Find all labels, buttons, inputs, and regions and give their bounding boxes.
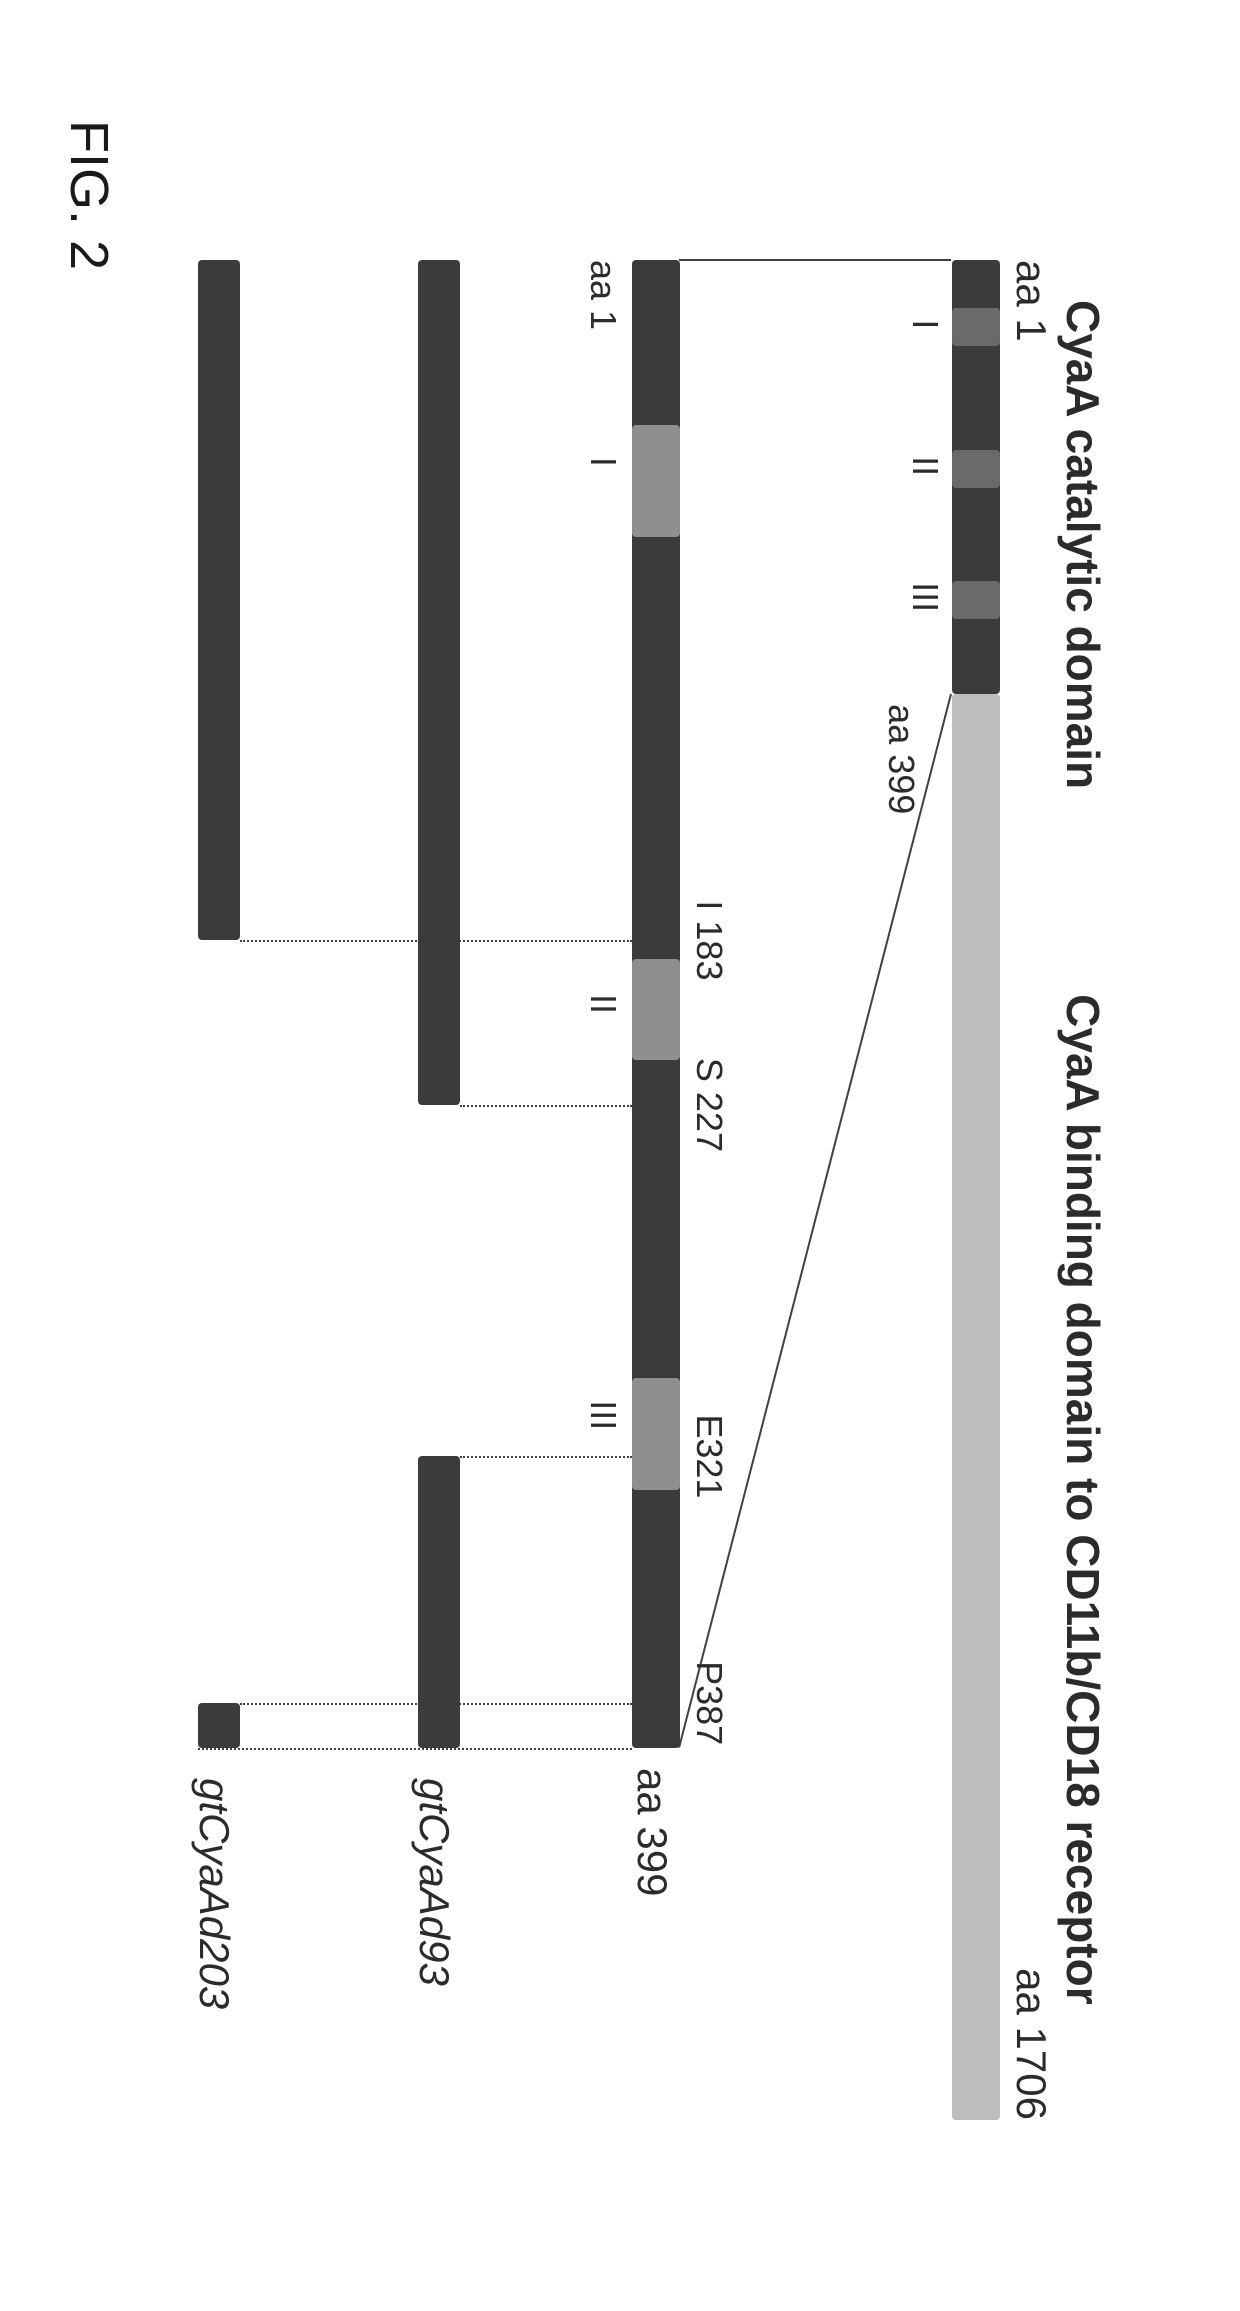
title-catalytic: CyaA catalytic domain bbox=[1056, 300, 1110, 789]
label-aa399-upper: aa 399 bbox=[880, 704, 922, 814]
label-aa1706: aa 1706 bbox=[1007, 1968, 1055, 2120]
construct-gtCyaAd93-seg bbox=[418, 1456, 460, 1748]
top-binding-domain bbox=[952, 694, 1000, 2120]
zoom-line bbox=[678, 694, 952, 1748]
label-aa1-row2: aa 1 bbox=[582, 260, 624, 330]
construct-gtCyaAd203-seg bbox=[198, 260, 240, 940]
bar-segment bbox=[632, 425, 680, 537]
res-S227: S 227 bbox=[688, 1058, 730, 1152]
construct-label-gtCyaAd93: gtCyaAd93 bbox=[410, 1778, 458, 1986]
bar-segment bbox=[952, 581, 1000, 619]
bar-segment bbox=[952, 308, 1000, 346]
label-aa399-row2: aa 399 bbox=[628, 1768, 676, 1896]
zoom-line bbox=[679, 259, 951, 261]
figure-label: FIG. 2 bbox=[58, 120, 120, 270]
bar-segment bbox=[952, 450, 1000, 488]
guide-line bbox=[460, 1105, 632, 1107]
res-P387: P387 bbox=[688, 1661, 730, 1745]
construct-gtCyaAd203-seg bbox=[198, 1703, 240, 1748]
bar-segment bbox=[632, 1378, 680, 1490]
label-aa1-top: aa 1 bbox=[1007, 260, 1055, 342]
title-binding: CyaA binding domain to CD11b/CD18 recept… bbox=[1056, 994, 1110, 2004]
guide-line bbox=[460, 1456, 632, 1458]
construct-label-gtCyaAd203: gtCyaAd203 bbox=[190, 1778, 238, 2009]
construct-gtCyaAd93-seg bbox=[418, 260, 460, 1105]
guide-line bbox=[198, 1748, 632, 1750]
res-E321: E321 bbox=[688, 1414, 730, 1498]
res-I183: I 183 bbox=[688, 900, 730, 980]
bar-segment bbox=[632, 959, 680, 1060]
